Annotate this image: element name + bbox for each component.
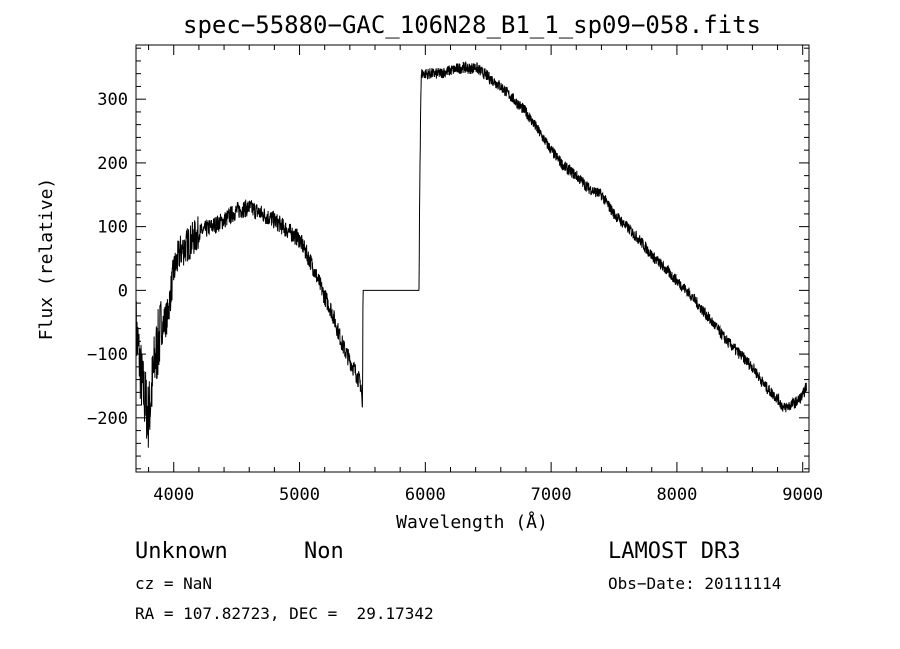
y-tick-label: 100 [97, 218, 128, 238]
coordinates: RA = 107.82723, DEC = 29.17342 [135, 604, 434, 623]
object-class: Unknown [135, 539, 228, 564]
x-tick-label: 9000 [782, 485, 823, 505]
object-subclass: Non [304, 539, 344, 564]
x-tick-label: 7000 [531, 485, 572, 505]
y-tick-label: 300 [97, 90, 128, 110]
x-tick-label: 5000 [279, 485, 320, 505]
x-tick-label: 4000 [153, 485, 194, 505]
x-tick-label: 6000 [405, 485, 446, 505]
spectrum-series-line [135, 61, 807, 448]
y-tick-label: 0 [118, 281, 128, 301]
y-tick-label: −200 [87, 409, 128, 429]
x-axis-label: Wavelength (Å) [396, 511, 548, 533]
axis-ticks: 4000 5000 6000 7000 8000 9000 −200 −100 0 100 200 3… [87, 45, 823, 505]
y-tick-label: 200 [97, 154, 128, 174]
redshift-value: cz = NaN [135, 574, 213, 593]
plot-frame [135, 44, 810, 473]
observation-date: Obs−Date: 20111114 [608, 574, 782, 593]
survey-name: LAMOST DR3 [608, 539, 741, 564]
y-axis-label: Flux (relative) [36, 178, 57, 341]
y-tick-label: −100 [87, 345, 128, 365]
chart-title: spec−55880−GAC_106N28_B1_1_sp09−058.fits [183, 11, 761, 39]
x-tick-label: 8000 [656, 485, 697, 505]
